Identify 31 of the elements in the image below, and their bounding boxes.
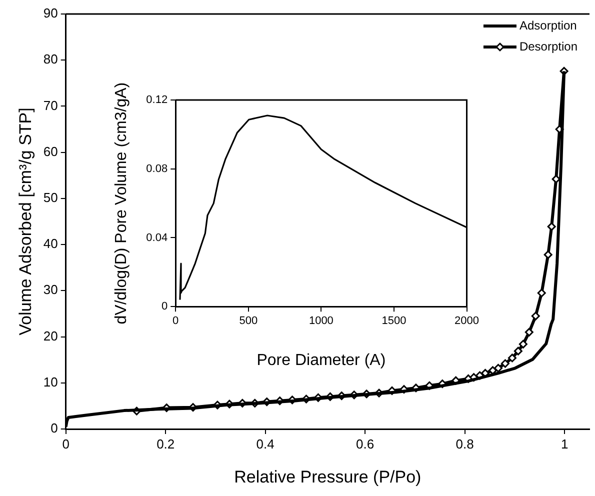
x-tick-label: 0 bbox=[62, 436, 70, 452]
y-tick-label: 50 bbox=[43, 190, 58, 206]
y-tick-label: 10 bbox=[43, 374, 58, 390]
y-tick-label: 60 bbox=[43, 144, 58, 159]
x-tick-label: 1000 bbox=[308, 315, 334, 328]
y-tick-label: 40 bbox=[43, 236, 58, 252]
x-tick-label: 0.6 bbox=[356, 436, 374, 452]
y-tick-label: 80 bbox=[43, 52, 58, 67]
y-tick-label: 20 bbox=[43, 328, 58, 344]
x-axis-title: Relative Pressure (P/Po) bbox=[234, 467, 422, 486]
y-tick-label: 0 bbox=[50, 420, 58, 436]
y-tick-label: 0.04 bbox=[146, 232, 168, 244]
x-tick-label: 1500 bbox=[382, 315, 406, 328]
y-axis-title: dV/dlog(D) Pore Volume (cm3/gA) bbox=[113, 82, 130, 324]
x-axis-title: Pore Diameter (A) bbox=[256, 352, 386, 369]
y-tick-label: 0.08 bbox=[146, 162, 168, 175]
x-tick-label: 0 bbox=[172, 315, 179, 328]
y-tick-label: 90 bbox=[43, 6, 58, 21]
y-axis-title: Volume Adsorbed [cm³/g STP] bbox=[16, 108, 35, 336]
x-tick-label: 0.2 bbox=[156, 436, 175, 452]
x-tick-label: 1 bbox=[560, 436, 568, 452]
x-tick-label: 0.8 bbox=[456, 436, 474, 452]
y-tick-label: 70 bbox=[43, 98, 58, 113]
legend-label: Adsorption bbox=[519, 18, 577, 32]
y-tick-label: 30 bbox=[43, 282, 58, 298]
x-tick-label: 2000 bbox=[454, 315, 480, 328]
legend-label: Desorption bbox=[519, 39, 578, 54]
x-tick-label: 500 bbox=[239, 315, 258, 328]
y-tick-label: 0.12 bbox=[146, 94, 168, 106]
x-tick-label: 0.4 bbox=[256, 436, 274, 452]
y-tick-label: 0 bbox=[161, 300, 168, 313]
